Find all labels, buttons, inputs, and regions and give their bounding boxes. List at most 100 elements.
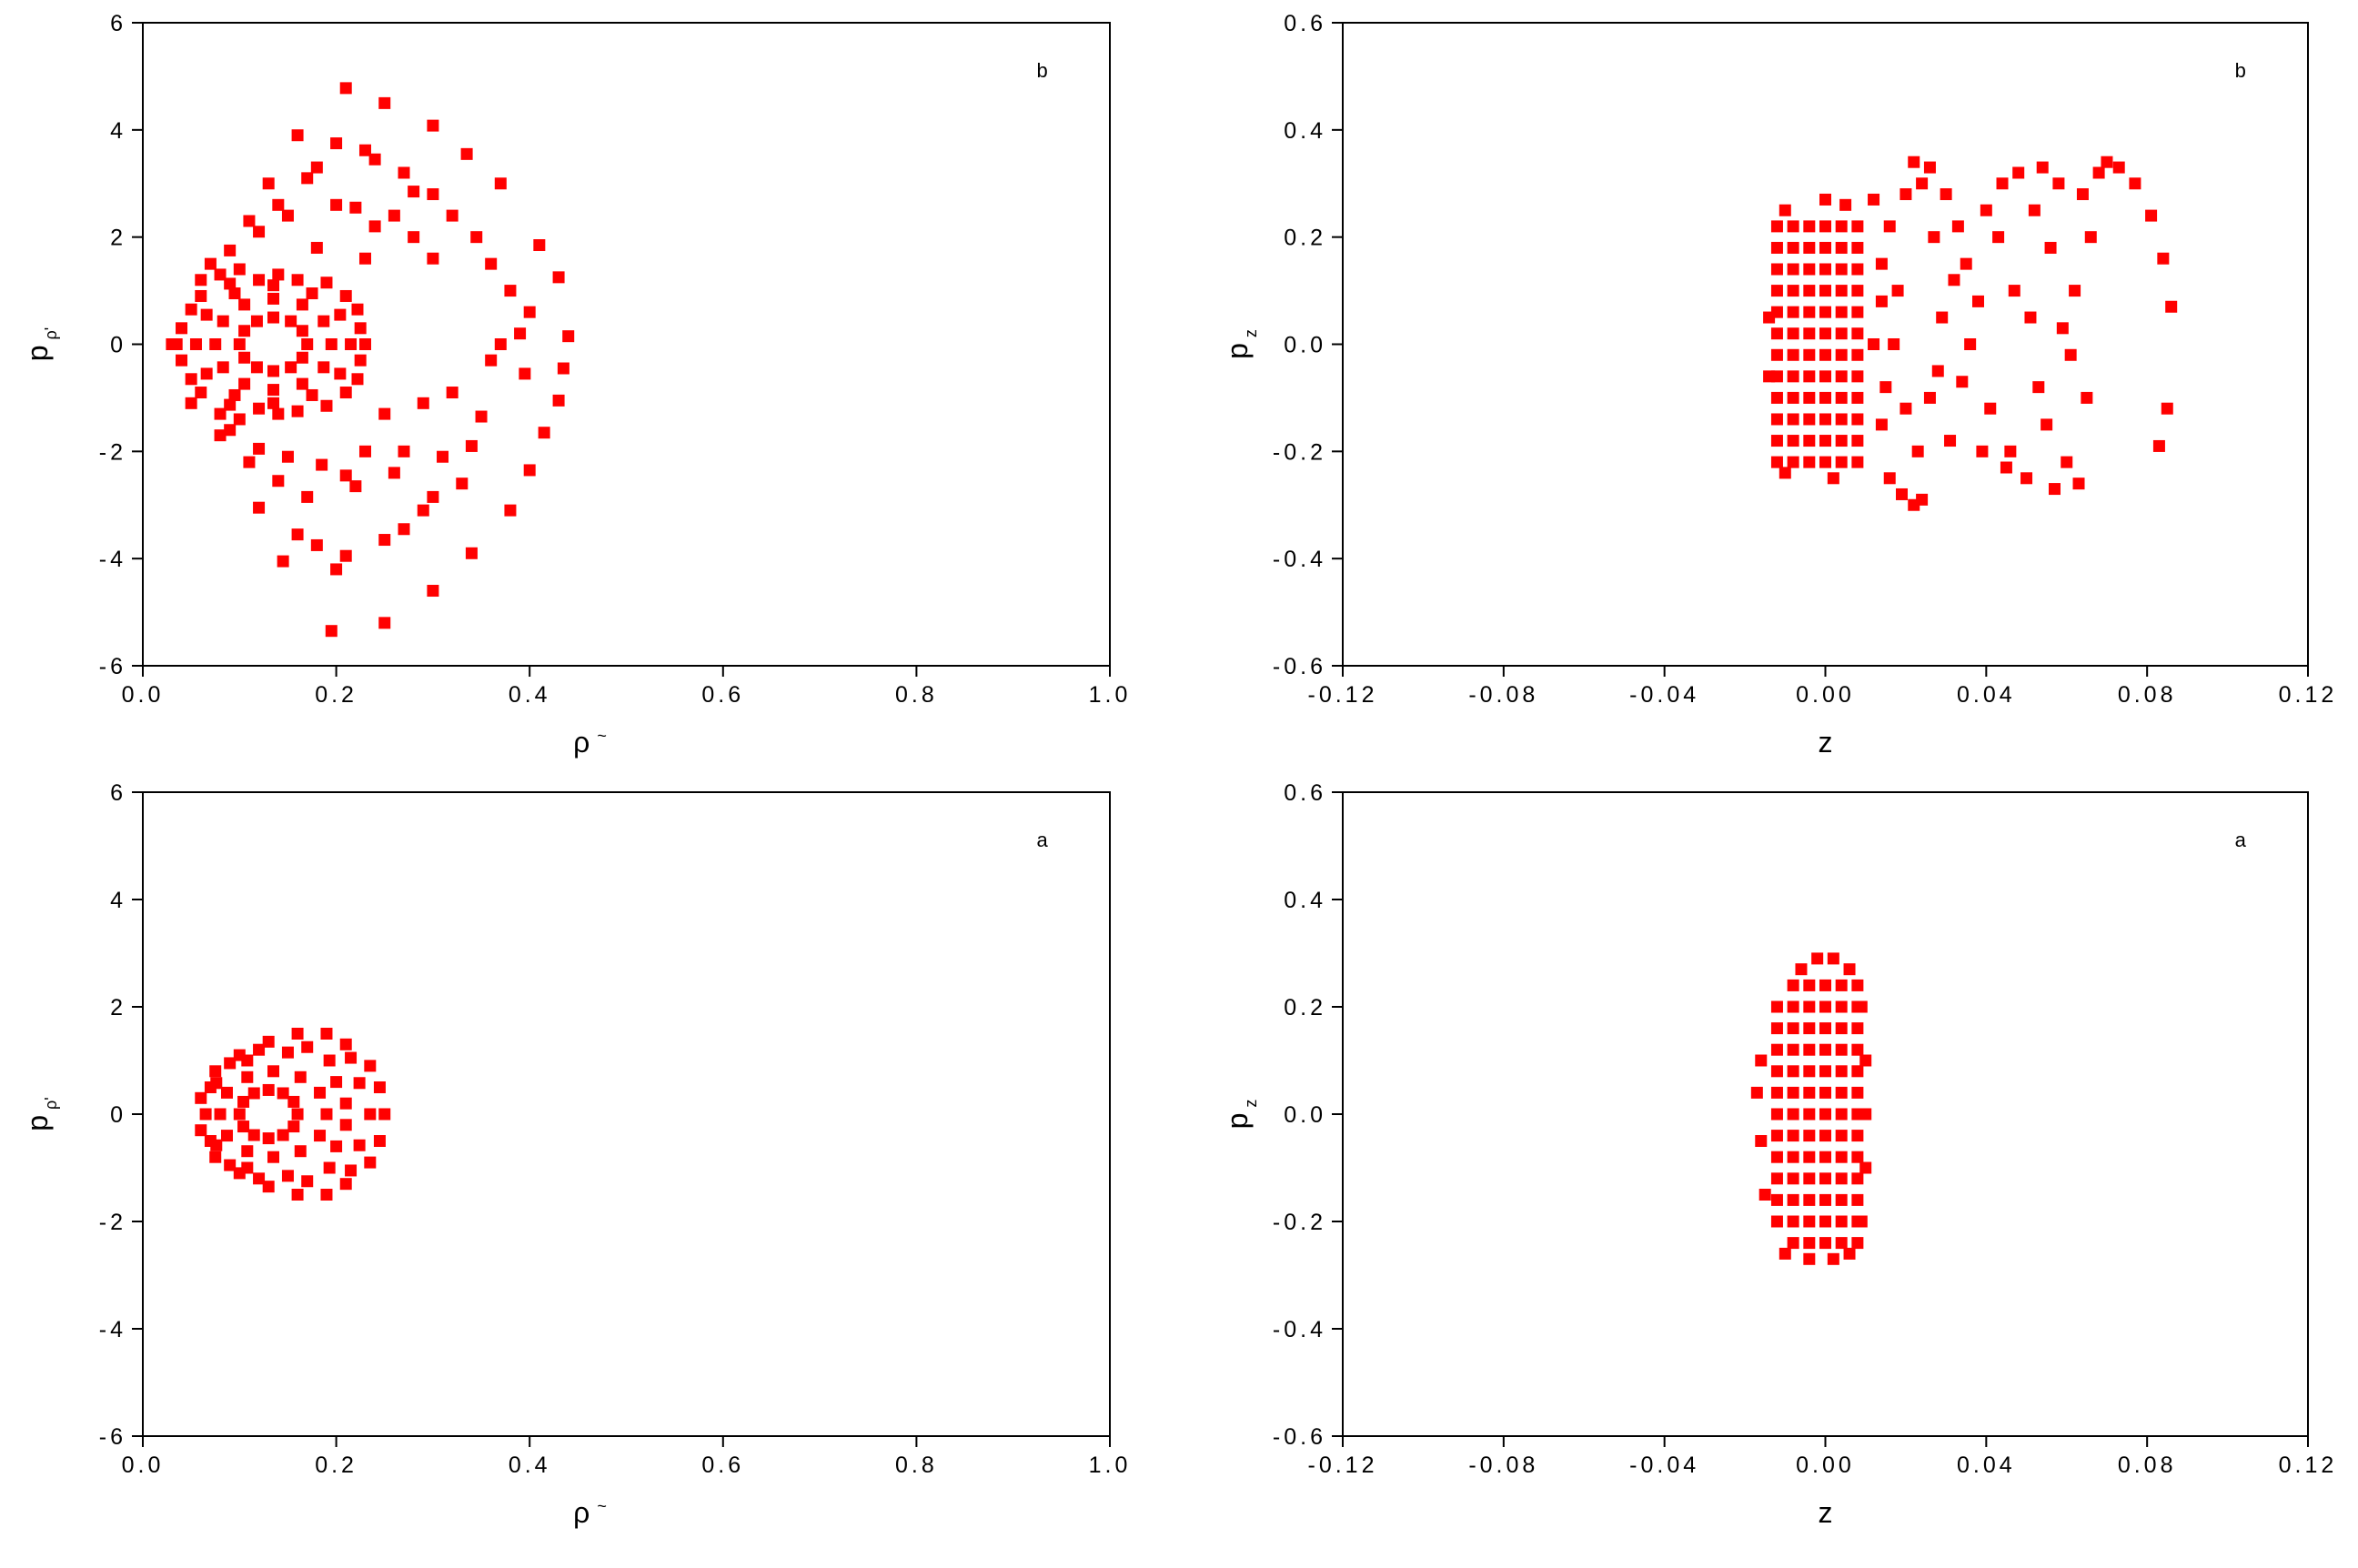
point	[1835, 220, 1848, 233]
point	[1763, 311, 1776, 324]
point	[1787, 1043, 1799, 1056]
point	[1819, 1043, 1831, 1056]
point	[1770, 327, 1783, 340]
point	[267, 1065, 280, 1078]
point	[1851, 285, 1864, 297]
y-axis-label-part: ρ'	[42, 327, 60, 340]
y-axis-label: p ρ'	[21, 1097, 60, 1131]
point	[1839, 198, 1852, 211]
point	[2112, 161, 2125, 174]
x-tick-label: -0.12	[1308, 682, 1378, 708]
point	[314, 1130, 327, 1142]
point	[294, 1070, 307, 1083]
point	[233, 1049, 246, 1061]
point	[1787, 1022, 1799, 1035]
y-tick-label: 4	[110, 888, 126, 913]
point	[1787, 435, 1799, 447]
point	[1819, 327, 1831, 340]
point	[485, 354, 498, 367]
point	[1803, 413, 1816, 426]
point	[1787, 241, 1799, 254]
point	[2072, 477, 2085, 490]
point	[1940, 188, 1952, 201]
point	[417, 504, 429, 517]
point	[224, 277, 237, 290]
x-tick-label: -0.04	[1629, 1452, 1699, 1478]
point	[330, 563, 343, 576]
point	[238, 351, 251, 364]
point	[2048, 483, 2061, 496]
point	[1795, 963, 1808, 976]
point	[291, 405, 304, 417]
point	[349, 480, 362, 493]
x-axis-label-part: ~	[597, 727, 607, 745]
point	[339, 82, 352, 95]
point	[2064, 348, 2077, 361]
point	[310, 161, 323, 174]
point	[1835, 1215, 1848, 1228]
y-tick-label: 0	[110, 333, 126, 358]
point	[314, 1086, 327, 1099]
point	[199, 1108, 212, 1121]
point	[1787, 391, 1799, 404]
point	[1835, 1000, 1848, 1013]
point	[1819, 1193, 1831, 1206]
point	[320, 1189, 333, 1201]
y-tick-label: -0.2	[1273, 439, 1326, 465]
point	[494, 338, 507, 350]
point	[253, 442, 266, 455]
point	[267, 292, 280, 305]
point	[323, 1161, 336, 1174]
point	[1835, 1237, 1848, 1250]
point	[291, 1028, 304, 1040]
y-axis-label-part: p	[21, 345, 54, 361]
point	[2165, 300, 2178, 313]
point	[2044, 241, 2057, 254]
y-tick-label: -6	[99, 1424, 126, 1450]
point	[262, 1035, 275, 1048]
point	[2092, 166, 2105, 179]
point	[1875, 295, 1888, 307]
point	[1868, 338, 1880, 350]
point	[1851, 391, 1864, 404]
point	[325, 625, 338, 638]
point	[195, 1091, 207, 1104]
point	[373, 1081, 386, 1093]
point	[1787, 456, 1799, 468]
point	[296, 377, 308, 390]
point	[1770, 263, 1783, 276]
point	[214, 407, 227, 420]
x-tick-label: 0.2	[315, 1452, 358, 1478]
point	[1851, 1193, 1864, 1206]
point	[1835, 306, 1848, 318]
point	[253, 226, 266, 238]
point	[253, 1043, 266, 1056]
point	[1770, 1043, 1783, 1056]
point	[241, 1145, 254, 1158]
y-tick-label: 0.2	[1284, 995, 1326, 1020]
point	[538, 427, 550, 439]
point	[2041, 418, 2053, 431]
point	[272, 268, 285, 281]
point	[294, 1145, 307, 1158]
y-axis-label-part: p	[21, 1115, 54, 1131]
point	[1843, 963, 1856, 976]
point	[1851, 1022, 1864, 1035]
point	[1996, 177, 2009, 190]
y-tick-label: 0.0	[1284, 333, 1326, 358]
point	[1835, 391, 1848, 404]
point	[408, 186, 420, 198]
point	[339, 1038, 352, 1050]
point	[470, 231, 483, 244]
point	[351, 303, 364, 316]
x-tick-label: 1.0	[1089, 1452, 1132, 1478]
point	[267, 384, 280, 397]
point	[339, 387, 352, 399]
point	[325, 338, 338, 350]
point	[557, 362, 569, 375]
point	[185, 303, 197, 316]
point	[233, 1108, 246, 1121]
x-tick-label: -0.04	[1629, 682, 1699, 708]
point	[310, 538, 323, 551]
point	[354, 322, 367, 335]
